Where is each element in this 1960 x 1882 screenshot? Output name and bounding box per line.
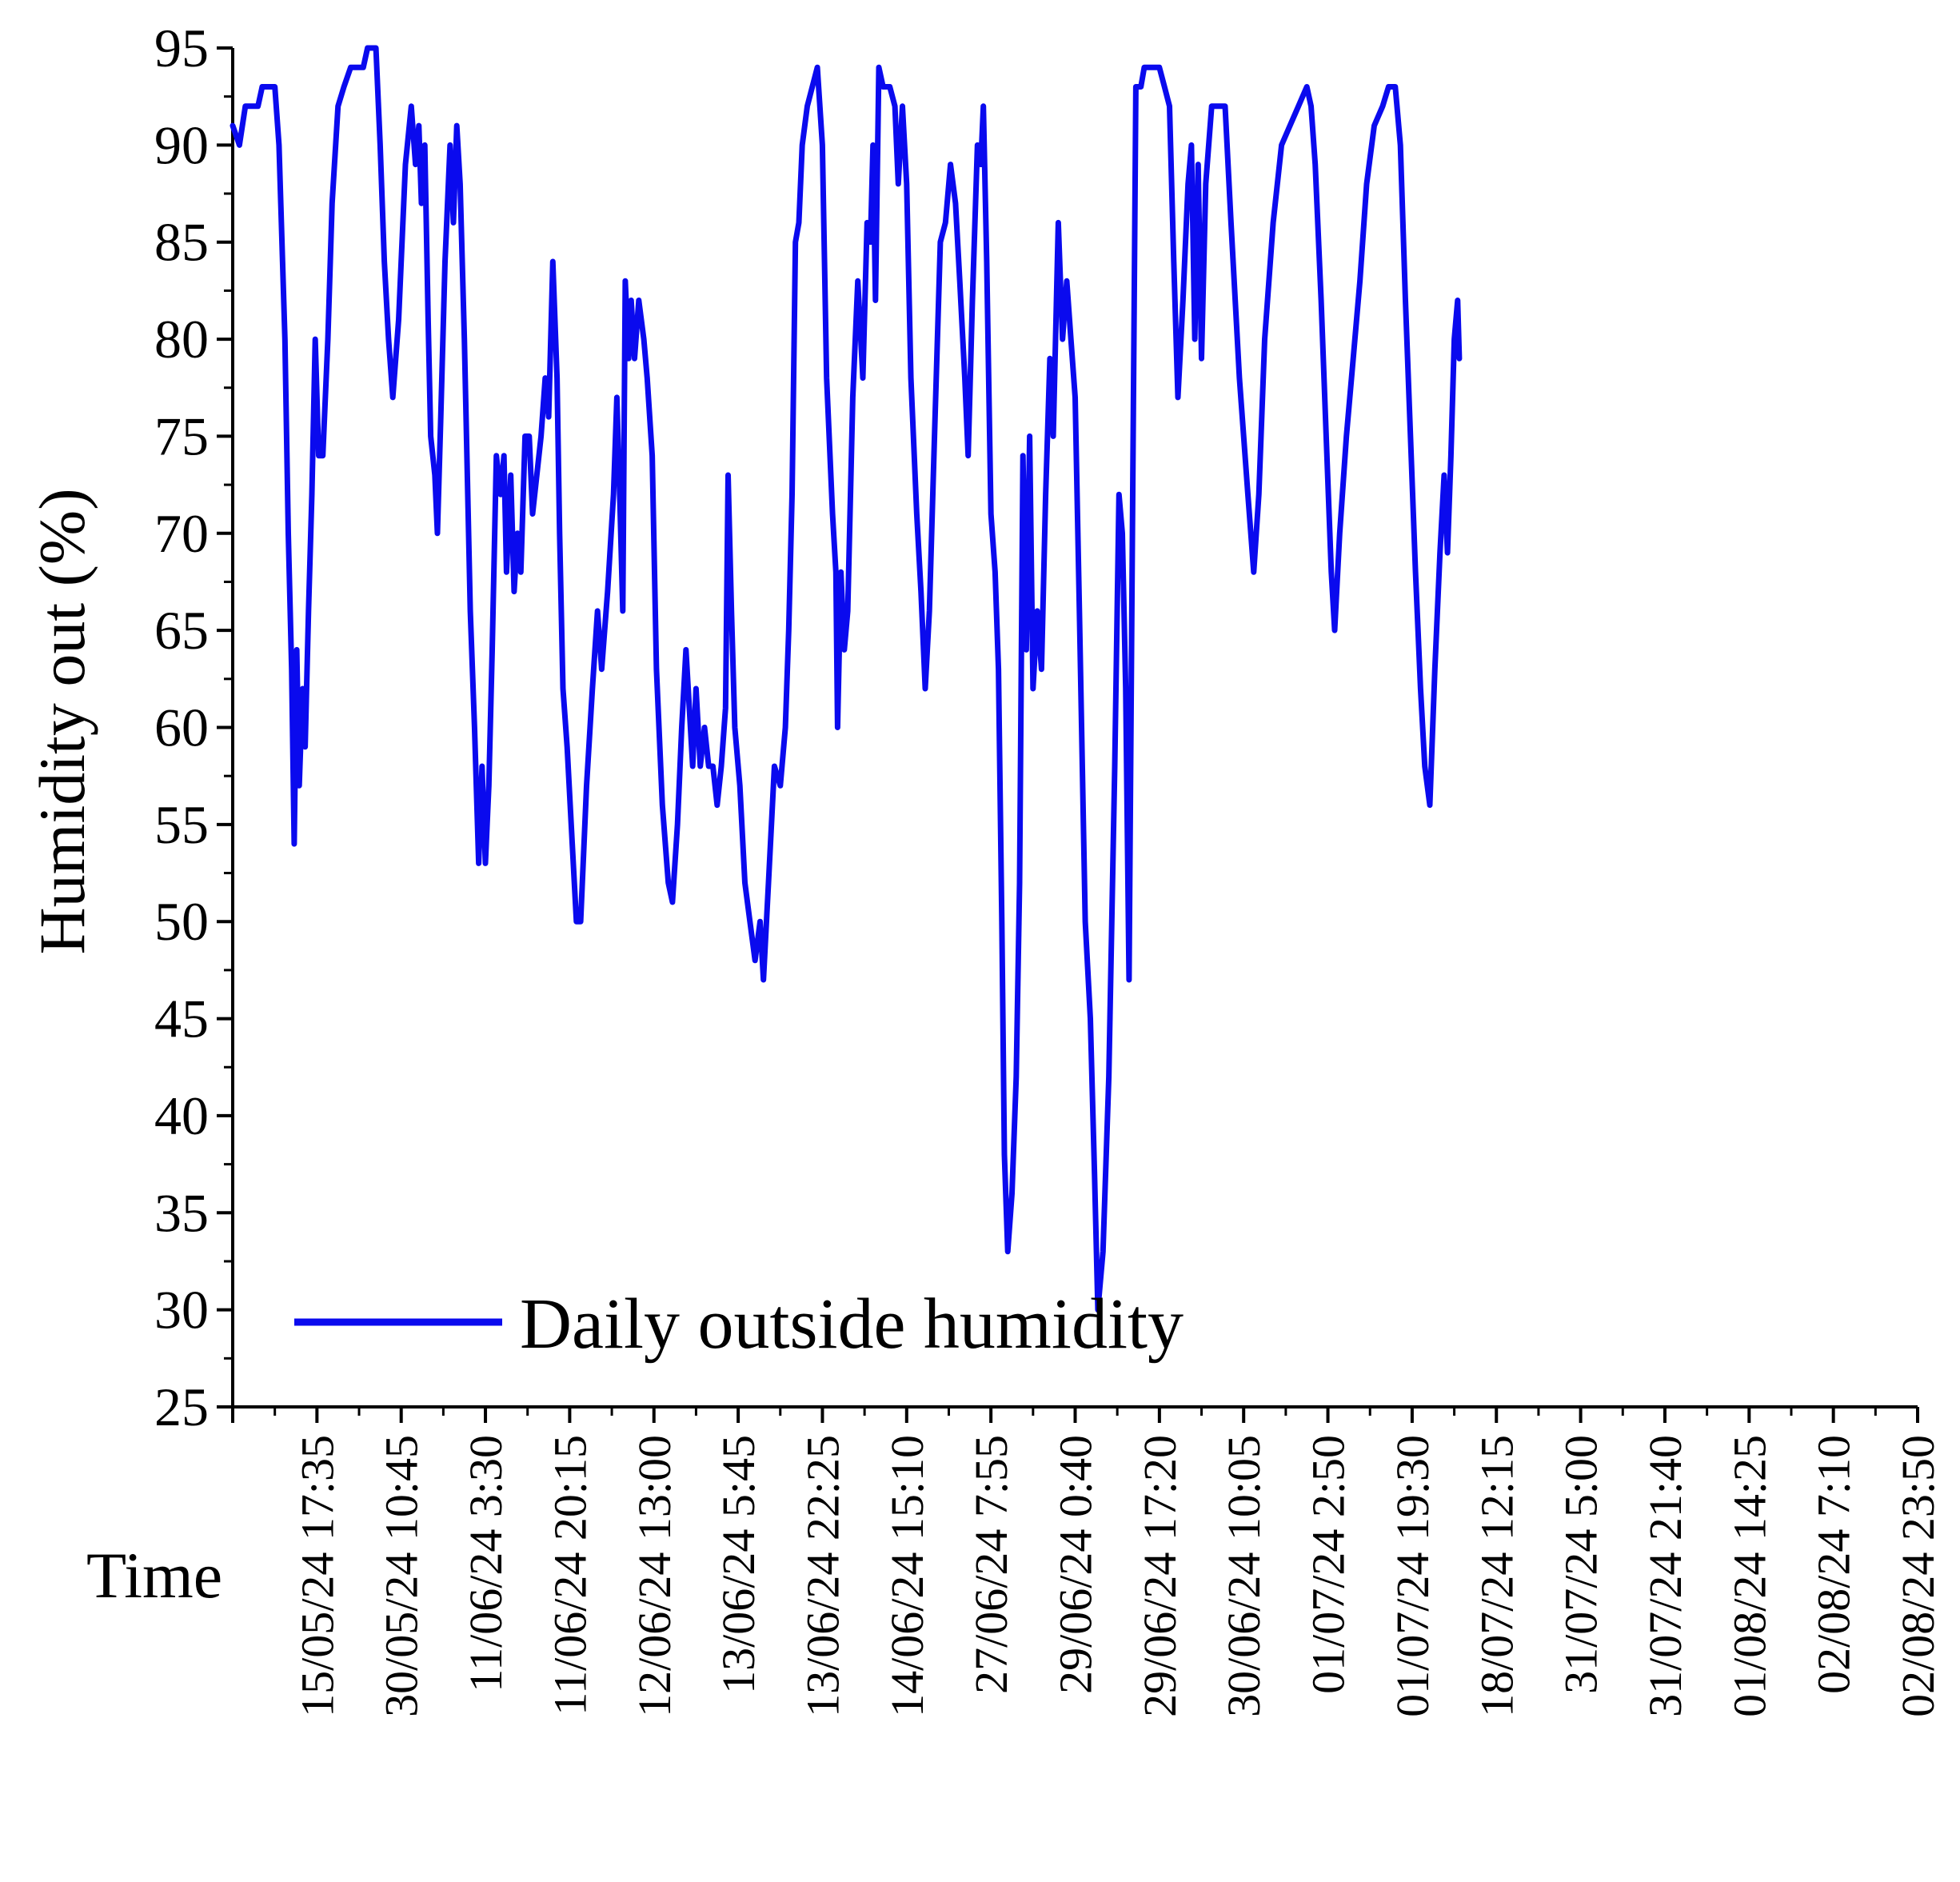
- y-tick-label: 80: [154, 309, 209, 370]
- y-tick-label: 30: [154, 1280, 209, 1341]
- x-axis-title: Time: [86, 1539, 222, 1612]
- y-tick-label: 85: [154, 212, 209, 273]
- y-axis: 25 30 35 40 45 50 55 60 65 70 75 80 85 90 95: [154, 18, 234, 1437]
- x-tick-label: 13/06/24 22:25: [796, 1435, 848, 1717]
- y-tick-label: 40: [154, 1085, 209, 1146]
- x-axis: 15/05/24 17:35 30/05/24 10:45 11/06/24 3:3…: [231, 1405, 1944, 1717]
- legend-label: Daily outside humidity: [520, 1285, 1184, 1364]
- y-tick-label: 75: [154, 406, 209, 466]
- x-tick-label: 02/08/24 23:50: [1892, 1435, 1944, 1717]
- x-tick-label: 27/06/24 7:55: [965, 1435, 1017, 1694]
- x-tick-label: 01/07/24 2:50: [1303, 1435, 1355, 1694]
- y-tick-label: 90: [154, 114, 209, 175]
- y-tick-label: 50: [154, 891, 209, 952]
- y-tick-label: 60: [154, 697, 209, 758]
- x-tick-label: 01/08/24 14:25: [1723, 1435, 1775, 1717]
- x-tick-label: 18/07/24 12:15: [1471, 1435, 1523, 1717]
- series-line: [230, 45, 1463, 1313]
- x-tick-label: 02/08/24 7:10: [1808, 1435, 1860, 1694]
- x-tick-label: 14/06/24 15:10: [881, 1435, 933, 1717]
- x-tick-label: 29/06/24 17:20: [1134, 1435, 1186, 1717]
- x-tick-label: 29/06/24 0:40: [1050, 1435, 1102, 1694]
- x-tick-label: 01/07/24 19:30: [1387, 1435, 1439, 1717]
- x-tick-label: 30/06/24 10:05: [1218, 1435, 1270, 1717]
- x-tick-label: 11/06/24 3:30: [460, 1435, 512, 1692]
- y-tick-label: 45: [154, 989, 209, 1049]
- legend: Daily outside humidity: [294, 1285, 1184, 1364]
- x-tick-label: 12/06/24 13:00: [629, 1435, 681, 1717]
- x-tick-label: 31/07/24 5:00: [1555, 1435, 1607, 1694]
- x-tick-label: 11/06/24 20:15: [544, 1435, 596, 1716]
- plot-area: [230, 45, 1463, 1313]
- x-tick-label: 15/05/24 17:35: [291, 1435, 343, 1717]
- y-ticks: 25 30 35 40 45 50 55 60 65 70 75 80 85 90 95: [154, 18, 233, 1437]
- y-tick-label: 35: [154, 1182, 209, 1243]
- y-tick-label: 95: [154, 18, 209, 78]
- y-tick-label: 25: [154, 1377, 209, 1437]
- y-axis-title: Humidity out (%): [26, 488, 98, 954]
- x-ticks: 15/05/24 17:35 30/05/24 10:45 11/06/24 3:3…: [231, 1407, 1944, 1717]
- y-tick-label: 55: [154, 794, 209, 855]
- y-tick-label: 70: [154, 503, 209, 564]
- x-tick-label: 13/06/24 5:45: [713, 1435, 764, 1694]
- y-tick-label: 65: [154, 600, 209, 661]
- x-tick-label: 31/07/24 21:40: [1639, 1435, 1691, 1717]
- x-tick-label: 30/05/24 10:45: [376, 1435, 428, 1717]
